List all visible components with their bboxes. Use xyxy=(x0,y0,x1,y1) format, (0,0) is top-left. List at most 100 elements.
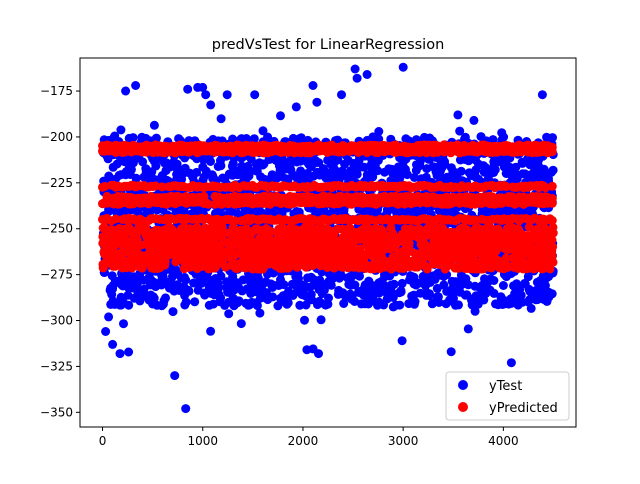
ytest-point xyxy=(544,271,554,281)
ytest-point xyxy=(133,207,143,217)
ytest-point xyxy=(449,206,458,216)
ypredicted-point xyxy=(410,262,420,272)
ytest-point xyxy=(302,157,312,167)
ytest-point xyxy=(411,278,421,288)
ytest-point xyxy=(106,283,116,293)
ypredicted-point xyxy=(166,223,176,233)
ytest-point xyxy=(252,166,262,176)
ypredicted-point xyxy=(337,224,347,234)
ypredicted-point xyxy=(119,235,129,245)
ytest-point xyxy=(446,163,456,173)
ypredicted-point xyxy=(236,225,246,235)
ypredicted-point xyxy=(388,256,398,266)
ypredicted-point xyxy=(230,216,240,226)
ypredicted-point xyxy=(450,243,460,253)
ytest-point xyxy=(352,169,362,179)
ytest-point xyxy=(303,292,312,302)
ytest-point xyxy=(497,128,507,138)
ytest-point xyxy=(328,271,338,281)
ypredicted-point xyxy=(109,255,119,265)
ypredicted-point xyxy=(478,264,488,274)
ytest-point xyxy=(119,319,128,329)
ytest-point xyxy=(198,162,208,172)
ytest-point xyxy=(398,62,408,72)
ypredicted-point xyxy=(204,264,214,274)
ytest-point xyxy=(225,206,235,216)
ytest-point xyxy=(207,279,217,289)
ypredicted-point xyxy=(404,230,414,240)
ytest-point xyxy=(523,272,533,282)
ytest-point xyxy=(238,275,248,285)
ypredicted-point xyxy=(244,244,254,254)
ytest-point xyxy=(360,299,370,309)
ytest-point xyxy=(206,326,216,336)
ypredicted-point xyxy=(194,250,204,260)
ypredicted-point xyxy=(181,229,191,239)
ypredicted-point xyxy=(99,247,109,257)
ytest-point xyxy=(316,315,326,325)
ytest-point xyxy=(346,280,356,290)
ypredicted-point xyxy=(525,231,534,241)
ytest-point xyxy=(170,371,180,381)
ypredicted-point xyxy=(420,231,430,241)
ytest-point xyxy=(463,324,473,334)
ytest-point xyxy=(387,164,397,174)
ytest-point xyxy=(355,162,365,172)
ypredicted-point xyxy=(122,242,131,252)
ytest-point xyxy=(509,281,518,291)
ytest-point xyxy=(251,287,261,297)
ypredicted-point xyxy=(159,235,169,244)
ypredicted-point xyxy=(376,224,386,234)
ypredicted-point xyxy=(548,222,558,232)
ytest-point xyxy=(404,207,414,217)
ytest-point xyxy=(433,292,443,302)
ypredicted-point xyxy=(251,225,260,235)
ypredicted-point xyxy=(333,242,343,252)
ypredicted-point xyxy=(436,254,446,264)
ytest-point xyxy=(397,278,407,288)
ytest-point xyxy=(447,290,457,300)
ypredicted-point xyxy=(455,250,465,260)
ytest-point xyxy=(453,110,463,120)
ypredicted-point xyxy=(382,240,392,250)
ypredicted-point xyxy=(116,250,126,260)
ytest-point xyxy=(139,275,149,285)
ytest-point xyxy=(485,285,495,295)
ytest-point xyxy=(253,279,263,289)
ytest-point xyxy=(323,155,333,165)
ytest-point xyxy=(313,300,322,310)
ypredicted-point xyxy=(157,182,167,192)
ypredicted-point xyxy=(148,263,158,273)
ytest-point xyxy=(515,291,525,301)
ypredicted-point xyxy=(365,226,375,236)
ytest-point xyxy=(542,132,552,142)
ytest-point xyxy=(397,336,407,346)
ypredicted-point xyxy=(308,259,318,269)
ytest-point xyxy=(439,280,449,290)
ypredicted-point xyxy=(345,223,355,233)
ytest-point xyxy=(373,300,382,310)
ypredicted-point xyxy=(364,242,374,252)
ytest-point xyxy=(104,312,114,322)
ypredicted-point xyxy=(122,263,132,273)
ytest-point xyxy=(283,298,293,308)
ypredicted-point xyxy=(447,253,457,263)
ypredicted-point xyxy=(418,255,428,265)
ypredicted-point xyxy=(214,249,223,259)
ypredicted-point xyxy=(231,263,241,273)
ytest-point xyxy=(164,160,174,170)
ytest-point xyxy=(299,280,309,290)
ytest-point xyxy=(496,296,506,305)
ypredicted-point xyxy=(501,253,511,263)
ytest-point xyxy=(276,111,285,121)
ypredicted-point xyxy=(275,248,285,257)
ytest-point xyxy=(345,272,355,282)
ypredicted-point xyxy=(160,260,170,270)
ytest-point xyxy=(447,276,457,286)
ytest-point xyxy=(385,271,395,281)
ytest-point xyxy=(121,86,131,96)
ytest-point xyxy=(333,289,343,299)
ypredicted-point xyxy=(547,198,557,208)
ypredicted-point xyxy=(417,240,427,250)
ypredicted-point xyxy=(386,264,396,274)
